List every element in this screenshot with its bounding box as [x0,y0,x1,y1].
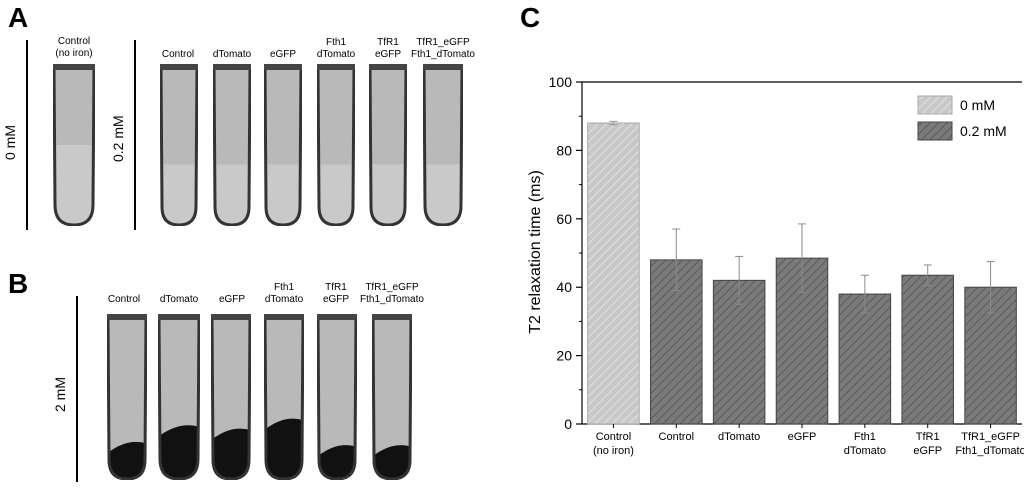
panel-c-letter: C [520,2,541,33]
panel-a-left-divider [26,40,28,230]
tube-a-control [159,64,199,227]
y-tick-label-5: 100 [549,74,573,90]
x-tick-label-0-1: (no iron) [593,445,634,457]
tube-b-dtomato [157,314,201,481]
panel-b-tube-label-5: TfR1 eGFP [322,282,350,305]
tube-a-control-no-iron [52,64,96,227]
panel-a-tube-label-2: dTomato [212,49,252,60]
y-tick-label-4: 80 [556,142,572,158]
bar-0-mM-0 [587,122,640,425]
x-tick-label-0-0: Control [596,431,631,443]
panel-b-tube-label-6: TfR1_eGFP Fth1_dTomato [360,282,424,305]
panel-a-tube-label-1: Control [161,49,195,60]
x-tick-label-6-1: Fth1_dTomato [955,445,1024,457]
y-tick-label-0: 0 [564,416,572,432]
tube-a-egfp [263,64,303,227]
bar-0.2-mM-6 [964,286,1017,425]
x-tick-label-2-0: dTomato [718,431,760,443]
x-tick-label-4-0: Fth1 [854,431,876,443]
panel-a-left-concentration: 0 mM [2,125,18,160]
tube-a-tfr1-egfp-fth1-dtomato [422,64,464,227]
legend-label-0: 0 mM [960,97,995,113]
tube-b-control [106,314,148,481]
panel-b-tube-label-4: Fth1 dTomato [264,282,304,305]
chart-axes [581,81,1022,425]
x-tick-label-3-0: eGFP [788,431,817,443]
x-tick-label-5-0: TfR1 [916,431,940,443]
y-tick-label-1: 20 [556,348,572,364]
chart-bars [587,122,1017,425]
panel-a-letter: A [8,2,29,33]
chart-error-bars [609,120,995,314]
tube-a-dtomato [212,64,252,227]
y-tick-label-2: 40 [556,279,572,295]
legend-label-1: 0.2 mM [960,123,1007,139]
panel-b-tube-label-2: dTomato [159,294,199,305]
x-tick-label-1-0: Control [659,431,694,443]
panel-b-concentration: 2 mM [52,377,68,412]
panel-a-tube-label-3: eGFP [269,49,297,60]
bar-0.2-mM-5 [901,274,954,425]
chart-legend: 0 mM 0.2 mM [917,95,1007,141]
panel-a-tube-label-5: TfR1 eGFP [374,37,402,60]
tube-b-fth1-dtomato [263,314,305,481]
panel-a-control-label: Control (no iron) [55,36,93,59]
legend-swatch-1 [917,121,953,141]
panel-b-tube-label-1: Control [107,294,141,305]
tube-a-tfr1-egfp [368,64,408,227]
x-tick-label-5-1: eGFP [913,445,942,457]
x-tick-label-6-0: TfR1_eGFP [961,431,1020,443]
panel-b-letter: B [8,268,29,299]
panel-b-tube-label-3: eGFP [218,294,246,305]
panel-a-right-concentration: 0.2 mM [110,115,126,162]
bar-0.2-mM-3 [775,257,829,425]
panel-b-divider [76,296,78,482]
x-tick-label-4-1: dTomato [844,445,886,457]
y-axis-label: T2 relaxation time (ms) [527,170,544,334]
y-tick-label-3: 60 [556,211,572,227]
panel-a-tube-label-4: Fth1 dTomato [316,37,356,60]
bar-0.2-mM-2 [712,279,766,425]
panel-a-right-divider [134,40,136,230]
bar-0.2-mM-1 [650,259,703,425]
tube-b-tfr1-egfp-fth1-dtomato [371,314,413,481]
tube-b-tfr1-egfp [316,314,358,481]
bar-0.2-mM-4 [838,293,892,425]
tube-b-egfp [210,314,252,481]
tube-a-fth1-dtomato [316,64,356,227]
panel-a-tube-label-6: TfR1_eGFP Fth1_dTomato [411,37,475,60]
legend-swatch-0 [917,95,953,115]
chart-ticks: 0 20 40 60 80 100 Control (no iron) Control dToma… [549,74,1024,457]
